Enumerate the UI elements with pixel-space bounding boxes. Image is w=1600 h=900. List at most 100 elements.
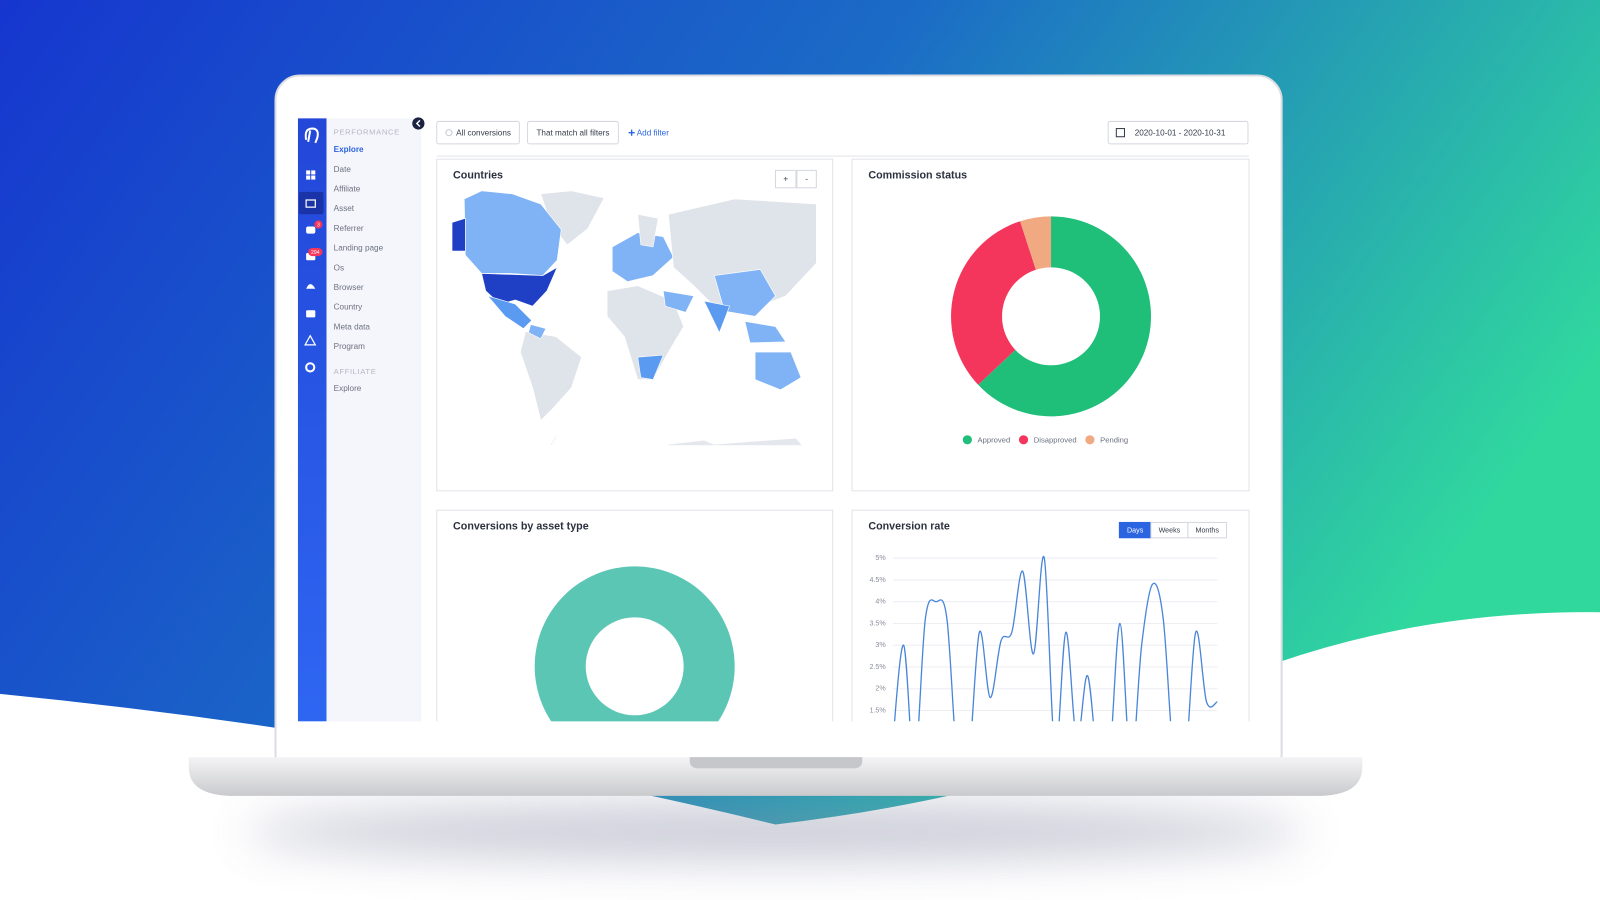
y-tick-label: 2.5% — [869, 663, 886, 671]
country[interactable] — [744, 321, 787, 344]
add-icon[interactable] — [628, 129, 635, 136]
icon-dashboard[interactable] — [311, 175, 316, 180]
country[interactable] — [463, 190, 562, 276]
menu-item[interactable]: Program — [334, 342, 365, 351]
icon-reports[interactable] — [305, 199, 316, 208]
badge-bg — [314, 220, 323, 229]
zoom-label: - — [805, 175, 808, 184]
panel — [851, 158, 1250, 492]
panel — [436, 509, 834, 722]
menu-item[interactable]: Date — [334, 165, 352, 174]
menu-item[interactable]: Explore — [334, 384, 362, 393]
y-tick-label: 3.5% — [869, 619, 886, 627]
filter-button[interactable] — [527, 120, 619, 145]
laptop-notch — [689, 757, 863, 769]
date-range: 2020-10-01 - 2020-10-31 — [1135, 128, 1226, 137]
rail-active — [298, 191, 324, 215]
icon-assets[interactable] — [306, 284, 316, 289]
badge: 3 — [317, 222, 320, 228]
filter-label: All conversions — [456, 128, 511, 137]
y-tick-label: 1.5% — [869, 706, 886, 714]
filter-radio[interactable] — [445, 129, 453, 137]
panel-title: Commission status — [868, 169, 967, 181]
date-button[interactable] — [1107, 120, 1249, 145]
legend-label[interactable]: Approved — [978, 435, 1011, 444]
donut-segment[interactable] — [1020, 216, 1052, 270]
donut-segment[interactable] — [978, 216, 1152, 417]
icon-affiliates[interactable] — [306, 226, 316, 234]
country[interactable] — [451, 217, 466, 252]
zoom-out[interactable] — [796, 169, 817, 189]
menu-item[interactable]: Asset — [334, 204, 355, 213]
collapse-button[interactable] — [412, 117, 425, 130]
country[interactable] — [481, 266, 558, 307]
country[interactable] — [668, 198, 817, 307]
menu-item[interactable]: Referrer — [334, 224, 364, 233]
laptop-shadow — [244, 803, 1307, 861]
menu-item[interactable]: Explore — [334, 145, 364, 154]
range-label[interactable]: Days — [1127, 527, 1144, 535]
zoom-in[interactable] — [775, 169, 797, 189]
panel-title: Conversions by asset type — [453, 520, 589, 532]
legend-dot[interactable] — [1085, 435, 1095, 445]
icon-dashboard[interactable] — [306, 175, 311, 180]
add-filter[interactable]: Add filter — [637, 128, 669, 137]
range-label[interactable]: Weeks — [1159, 527, 1181, 535]
legend-label[interactable]: Pending — [1100, 435, 1128, 444]
collapse-icon — [415, 119, 421, 128]
y-tick-label: 4% — [875, 598, 886, 606]
zoom-label: + — [783, 175, 788, 184]
menu: PERFORMANCE Explore Date Affiliate Asset Refe… — [334, 128, 400, 394]
menu-heading: PERFORMANCE — [334, 128, 400, 137]
country[interactable] — [486, 295, 533, 329]
legend-dot[interactable] — [962, 435, 972, 445]
world-map — [451, 190, 817, 446]
menu-heading: AFFILIATE — [334, 367, 377, 376]
country[interactable] — [703, 300, 731, 334]
menu-item[interactable]: Landing page — [334, 244, 384, 253]
donut-segment[interactable] — [951, 221, 1036, 385]
badge: 294 — [311, 250, 320, 256]
y-tick-label: 2% — [875, 685, 886, 693]
icon-settings[interactable] — [305, 362, 316, 373]
menu-item[interactable]: Browser — [334, 283, 364, 292]
menu-item[interactable]: Os — [334, 263, 344, 272]
antarctica — [550, 436, 802, 446]
range-label[interactable]: Months — [1196, 527, 1220, 535]
icon-programs[interactable] — [304, 334, 317, 346]
legend-label[interactable]: Disapproved — [1034, 435, 1077, 444]
logo[interactable] — [304, 127, 319, 144]
filter-label: That match all filters — [536, 128, 609, 137]
country[interactable] — [637, 213, 659, 248]
menu-item[interactable]: Meta data — [334, 322, 371, 331]
screen: 3 294 PERFORMANCE Explore Date Affiliate Ass… — [295, 114, 1264, 766]
country[interactable] — [606, 285, 685, 380]
icon-payments[interactable] — [306, 310, 316, 318]
donut-segment[interactable] — [534, 566, 735, 766]
sidebar-rail — [297, 118, 327, 722]
icon-dashboard[interactable] — [311, 170, 316, 175]
calendar-icon — [1115, 128, 1126, 138]
y-tick-label: 3% — [875, 641, 886, 649]
badge-bg — [308, 247, 323, 257]
country[interactable] — [637, 354, 664, 380]
menu-item[interactable]: Affiliate — [334, 185, 361, 194]
legend-dot[interactable] — [1018, 435, 1029, 445]
menu-item[interactable]: Country — [334, 303, 363, 312]
y-tick-label: 5% — [875, 554, 886, 562]
laptop-base — [188, 757, 1363, 796]
panel-title: Countries — [453, 169, 503, 181]
y-tick-label: 4.5% — [869, 576, 886, 584]
sidebar-menu — [326, 118, 422, 722]
filter-button[interactable] — [436, 120, 520, 145]
country[interactable] — [528, 324, 547, 340]
rate-line — [893, 555, 1218, 722]
country[interactable] — [754, 351, 802, 391]
charts: Approved Disapproved Pending 5% 4.5% 4% 3.5% 3%… — [534, 216, 1228, 766]
country[interactable] — [662, 290, 695, 313]
country[interactable] — [520, 331, 582, 422]
range-button[interactable] — [1187, 521, 1228, 539]
icon-dashboard[interactable] — [306, 170, 311, 175]
